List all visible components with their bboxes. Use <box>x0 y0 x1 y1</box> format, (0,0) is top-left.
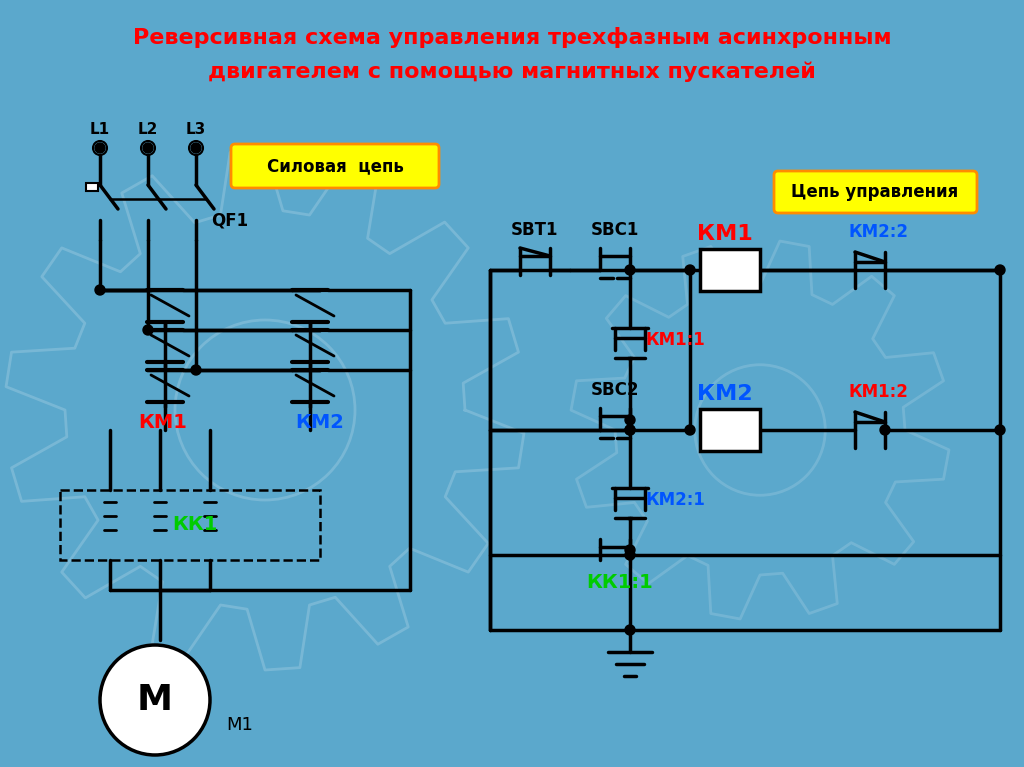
Bar <box>700 409 760 451</box>
Circle shape <box>625 425 635 435</box>
Circle shape <box>995 425 1005 435</box>
Circle shape <box>100 645 210 755</box>
Circle shape <box>685 425 695 435</box>
Circle shape <box>191 365 201 375</box>
Circle shape <box>625 415 635 425</box>
Text: КМ1:2: КМ1:2 <box>848 383 908 401</box>
Text: двигателем с помощью магнитных пускателей: двигателем с помощью магнитных пускателе… <box>208 62 816 82</box>
FancyBboxPatch shape <box>774 171 977 213</box>
Text: М: М <box>137 683 173 717</box>
Circle shape <box>625 550 635 560</box>
Circle shape <box>143 143 153 153</box>
Text: Цепь управления: Цепь управления <box>792 183 958 201</box>
Text: SBC1: SBC1 <box>591 221 639 239</box>
Text: КМ1:1: КМ1:1 <box>645 331 705 349</box>
Circle shape <box>95 143 105 153</box>
FancyBboxPatch shape <box>231 144 439 188</box>
Bar <box>86 183 98 191</box>
Text: L1: L1 <box>90 123 110 137</box>
Text: КК1:1: КК1:1 <box>587 574 653 592</box>
Text: КМ2: КМ2 <box>296 413 344 432</box>
Circle shape <box>685 265 695 275</box>
Circle shape <box>95 285 105 295</box>
Circle shape <box>625 425 635 435</box>
Text: М1: М1 <box>226 716 253 734</box>
Text: SBC2: SBC2 <box>591 381 639 399</box>
Circle shape <box>880 425 890 435</box>
Circle shape <box>143 325 153 335</box>
Circle shape <box>995 265 1005 275</box>
Text: Реверсивная схема управления трехфазным асинхронным: Реверсивная схема управления трехфазным … <box>133 28 891 48</box>
Text: SBT1: SBT1 <box>511 221 559 239</box>
Text: КМ2:2: КМ2:2 <box>848 223 908 241</box>
Text: КМ1: КМ1 <box>697 224 753 244</box>
Text: КМ2: КМ2 <box>697 384 753 404</box>
Text: QF1: QF1 <box>211 211 249 229</box>
Text: КМ2:1: КМ2:1 <box>645 491 705 509</box>
Text: L3: L3 <box>186 123 206 137</box>
Circle shape <box>625 625 635 635</box>
Circle shape <box>191 143 201 153</box>
Circle shape <box>625 265 635 275</box>
Text: Силовая  цепь: Силовая цепь <box>266 157 403 175</box>
Circle shape <box>625 545 635 555</box>
Text: КМ1: КМ1 <box>138 413 187 432</box>
Text: КК1: КК1 <box>172 515 218 535</box>
Bar <box>700 249 760 291</box>
Bar <box>60 490 319 560</box>
Text: L2: L2 <box>138 123 158 137</box>
